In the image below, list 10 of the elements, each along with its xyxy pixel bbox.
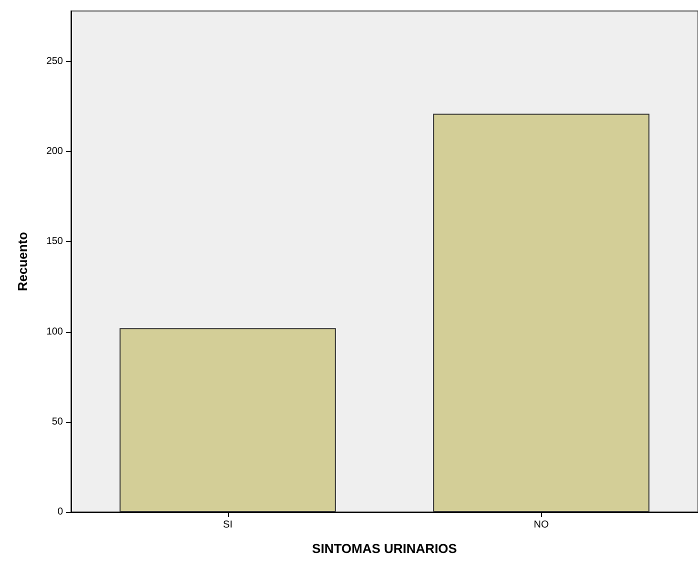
y-tick-label: 50 xyxy=(52,416,64,428)
x-tick-label: NO xyxy=(534,520,549,530)
y-tick-label: 0 xyxy=(57,506,64,518)
y-axis-title: Recuento xyxy=(15,232,30,292)
x-tick-label: SI xyxy=(223,520,232,530)
y-tick-label: 200 xyxy=(46,146,64,158)
y-tick-label: 100 xyxy=(46,326,64,338)
y-tick-label: 150 xyxy=(46,236,64,248)
x-axis-title: SINTOMAS URINARIOS xyxy=(312,541,458,556)
y-tick-label: 250 xyxy=(46,56,64,67)
